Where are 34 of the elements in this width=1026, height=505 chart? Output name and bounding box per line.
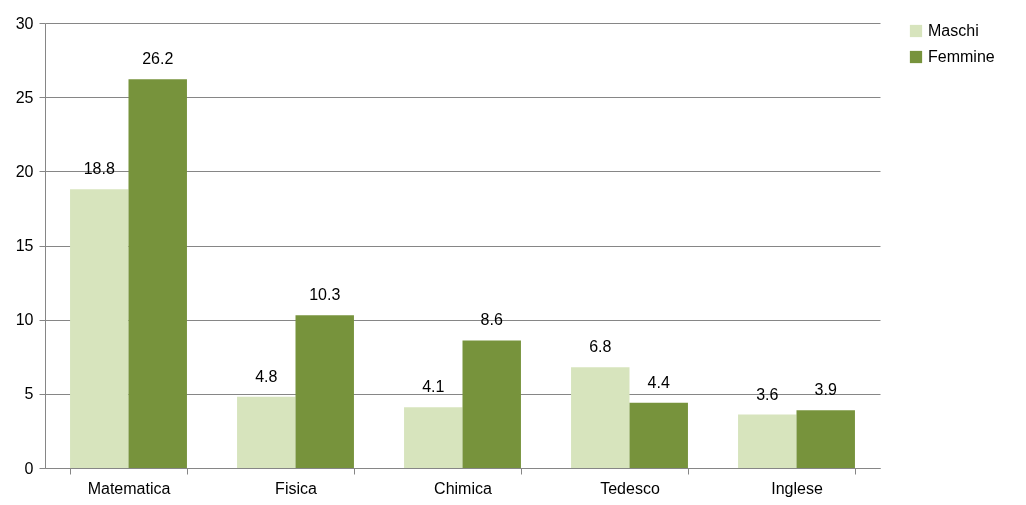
bar xyxy=(462,340,521,468)
bar xyxy=(571,367,630,468)
data-label: 26.2 xyxy=(142,50,174,68)
x-tick-label: Fisica xyxy=(275,479,317,497)
data-label: 4.1 xyxy=(422,378,445,396)
bar xyxy=(738,414,797,468)
data-label: 4.4 xyxy=(647,373,670,391)
data-label: 6.8 xyxy=(589,338,612,356)
x-tick-label: Tedesco xyxy=(600,479,660,497)
bar xyxy=(796,410,855,468)
y-tick-label: 20 xyxy=(15,162,34,180)
data-label: 10.3 xyxy=(309,286,341,304)
y-tick-label: 10 xyxy=(15,311,34,329)
y-tick-label: 25 xyxy=(15,88,34,106)
legend-label: Maschi xyxy=(928,22,979,39)
bar xyxy=(295,315,354,468)
bar xyxy=(70,189,129,468)
legend-label: Femmine xyxy=(928,48,995,65)
bar xyxy=(237,396,296,468)
data-label: 8.6 xyxy=(480,311,503,329)
data-label: 3.9 xyxy=(814,381,837,399)
y-tick-label: 30 xyxy=(15,14,34,32)
bar xyxy=(404,407,463,468)
y-tick-label: 15 xyxy=(15,237,34,254)
x-tick-label: Inglese xyxy=(771,479,823,497)
x-tick-label: Matematica xyxy=(87,479,171,497)
data-label: 3.6 xyxy=(756,385,779,403)
data-label: 4.8 xyxy=(255,367,278,385)
data-label: 18.8 xyxy=(83,160,115,178)
y-tick-label: 0 xyxy=(24,459,34,477)
bar xyxy=(629,402,688,468)
x-tick-label: Chimica xyxy=(434,479,492,497)
bar xyxy=(128,79,187,468)
y-tick-label: 5 xyxy=(24,385,34,403)
